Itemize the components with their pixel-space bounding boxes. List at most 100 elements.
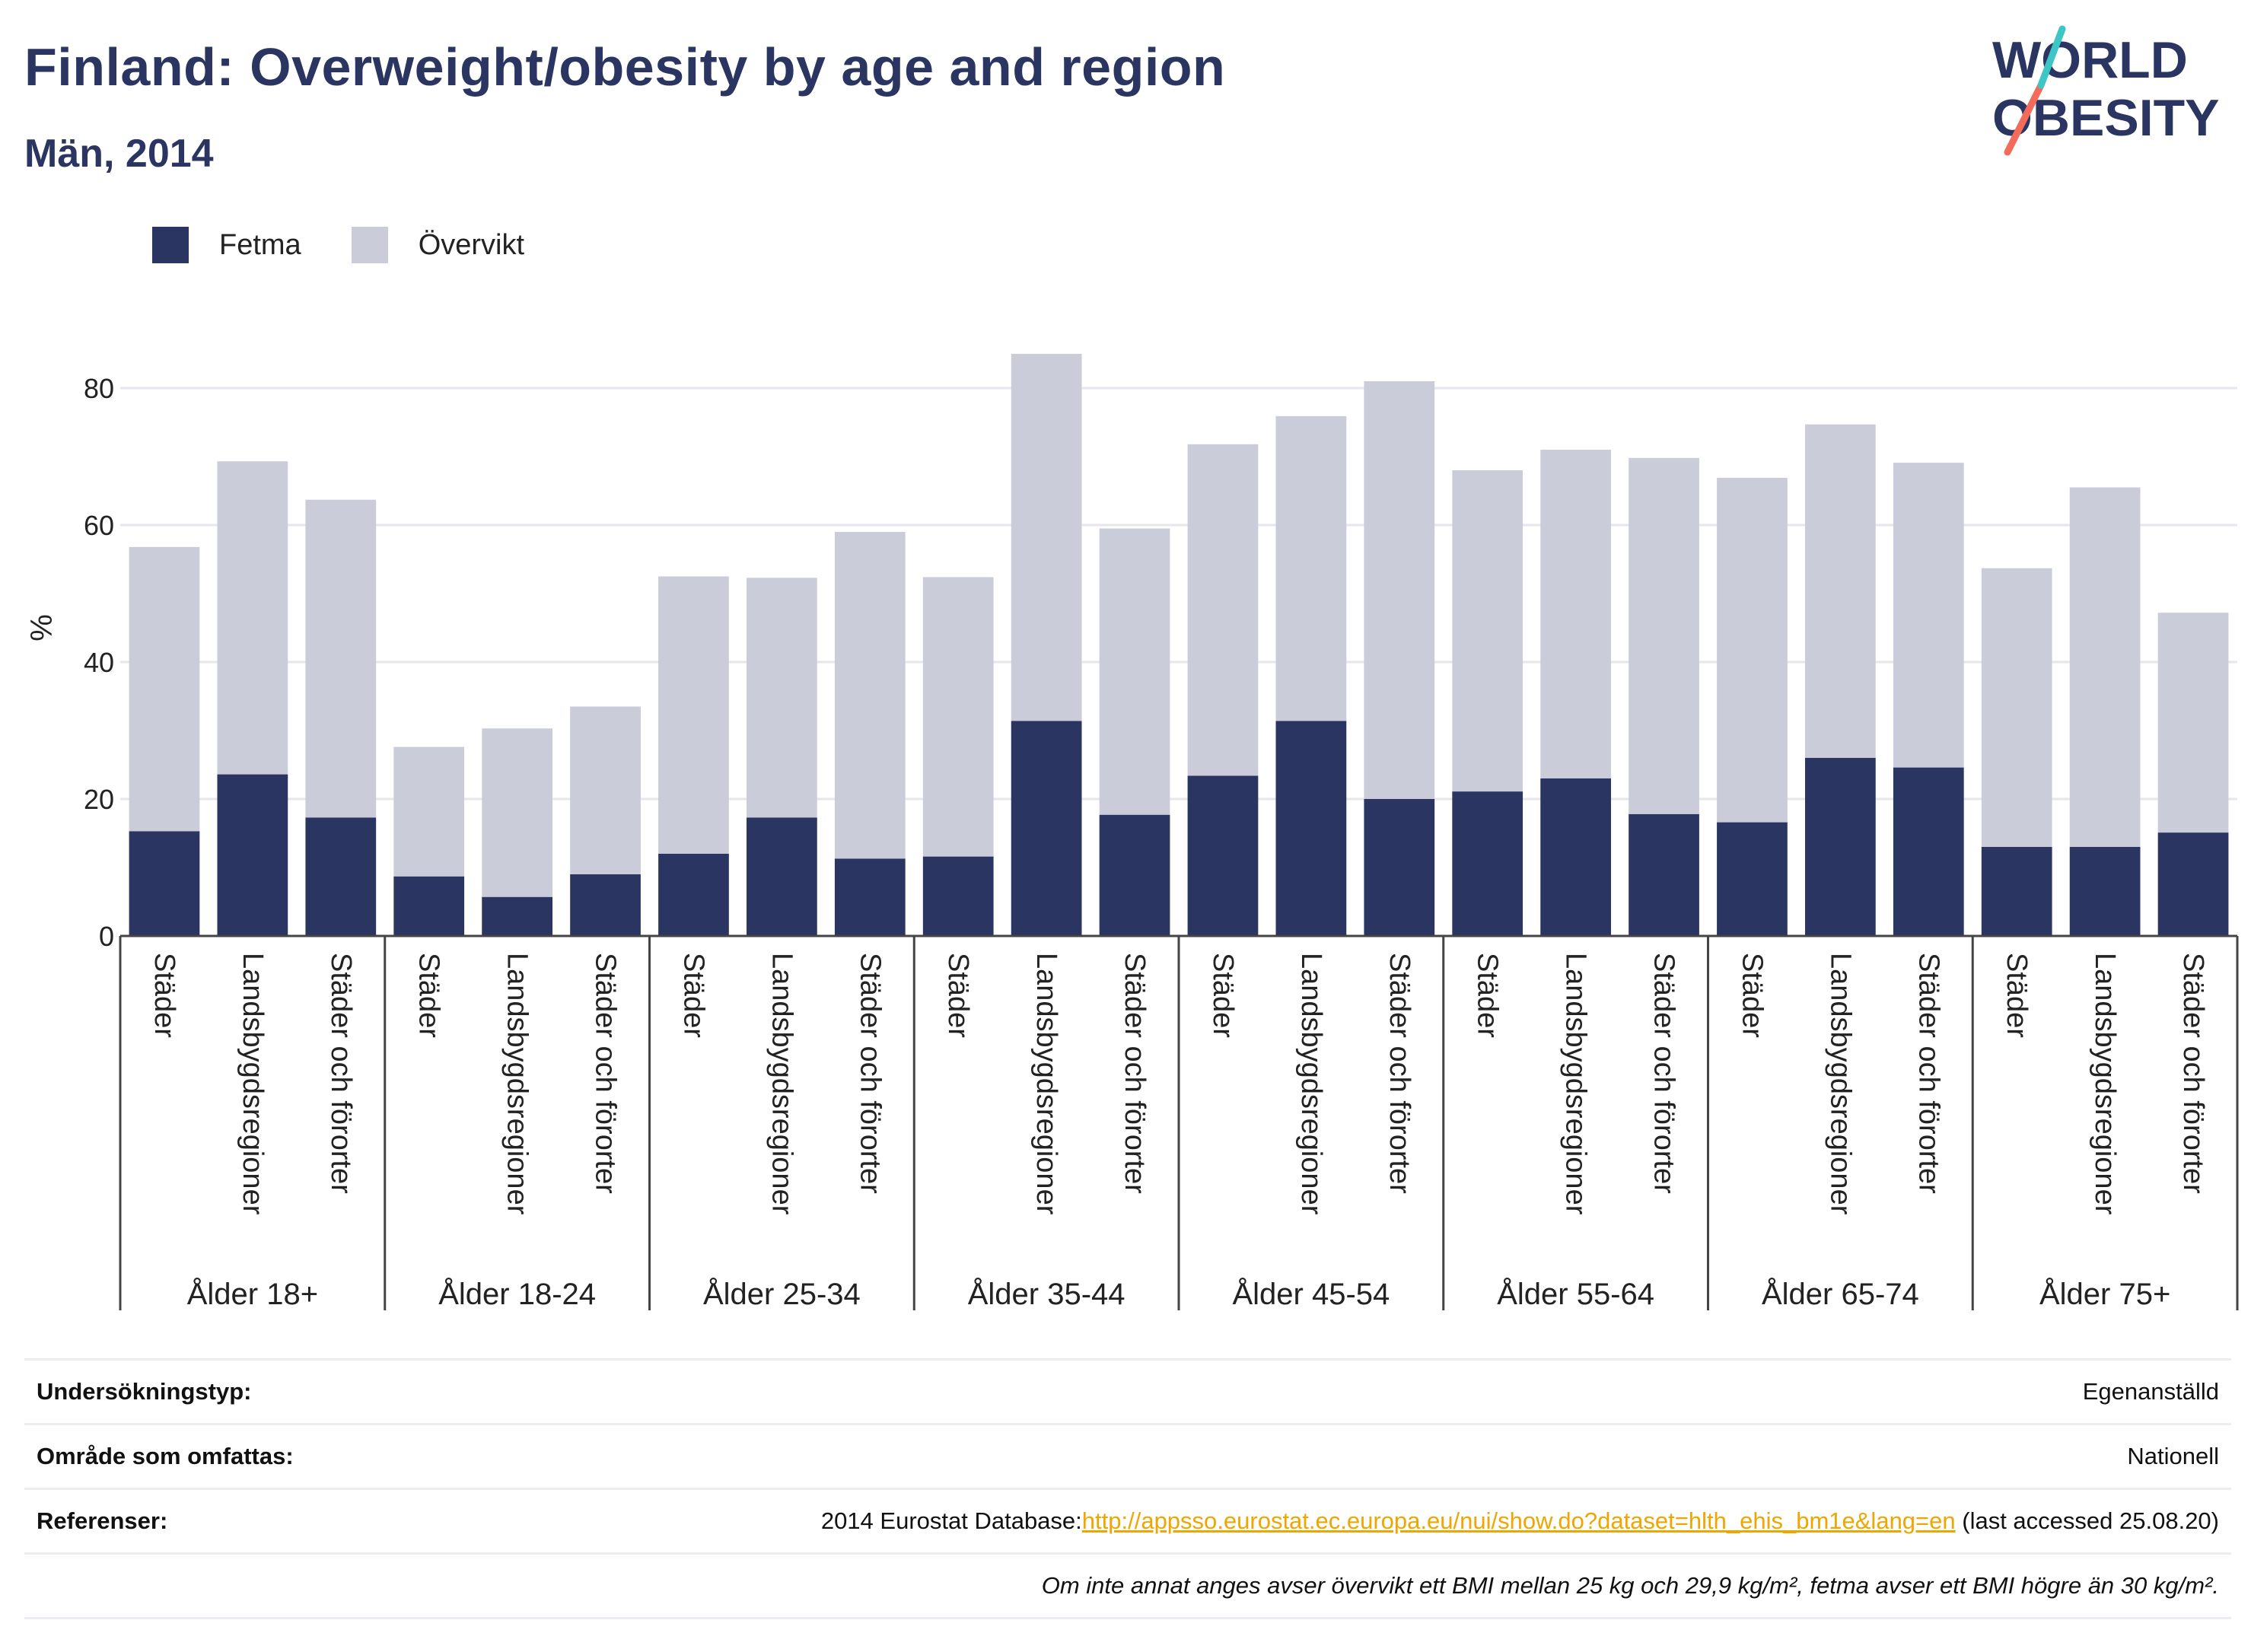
info-row-survey-type: Undersökningstyp: Egenanställd	[24, 1358, 2231, 1423]
y-tick-label: 0	[99, 921, 114, 952]
chart-subtitle: Män, 2014	[24, 132, 214, 176]
info-row-note: Om inte annat anges avser övervikt ett B…	[24, 1552, 2231, 1619]
x-tick-label: Städer	[413, 953, 445, 1038]
x-tick-label: Landsbygdsregioner	[766, 953, 798, 1215]
y-tick-label: 20	[84, 784, 114, 815]
references-prefix: 2014 Eurostat Database:	[820, 1507, 1082, 1534]
legend-swatch-fetma	[152, 227, 189, 263]
x-tick-label: Städer	[942, 953, 974, 1038]
bar-fetma	[129, 831, 200, 936]
y-tick-label: 80	[84, 373, 114, 404]
legend-label-fetma: Fetma	[219, 228, 301, 261]
x-tick-label: Landsbygdsregioner	[1030, 953, 1062, 1215]
x-tick-label: Städer och förorter	[2177, 953, 2209, 1194]
group-label: Ålder 65-74	[1762, 1277, 1919, 1311]
group-label: Ålder 75+	[2039, 1277, 2170, 1311]
bar-fetma	[1893, 767, 1964, 936]
x-tick-label: Städer	[677, 953, 709, 1038]
legend-label-overvikt: Övervikt	[418, 228, 525, 261]
y-tick-label: 40	[84, 647, 114, 678]
bar-fetma	[1275, 721, 1347, 936]
legend-item-fetma[interactable]: Fetma	[152, 227, 301, 263]
group-label: Ålder 18-24	[438, 1277, 596, 1311]
bar-fetma	[393, 876, 465, 936]
bar-overvikt	[2069, 487, 2141, 847]
bar-fetma	[1364, 799, 1435, 936]
bar-fetma	[1805, 758, 1876, 936]
x-tick-label: Städer	[1207, 953, 1239, 1038]
x-tick-label: Städer	[148, 953, 180, 1038]
x-tick-label: Landsbygdsregioner	[1824, 953, 1856, 1215]
bar-overvikt	[1275, 415, 1347, 721]
bar-overvikt	[393, 746, 465, 877]
info-table: Undersökningstyp: Egenanställd Område so…	[24, 1358, 2231, 1619]
bar-overvikt	[2157, 613, 2229, 833]
bar-fetma	[1717, 822, 1788, 936]
bar-fetma	[1187, 775, 1259, 936]
bar-overvikt	[1805, 424, 1876, 758]
references-suffix: (last accessed 25.08.20)	[1955, 1507, 2219, 1534]
legend-item-overvikt[interactable]: Övervikt	[351, 227, 525, 263]
bar-fetma	[305, 817, 377, 936]
bar-overvikt	[570, 706, 641, 874]
bar-fetma	[922, 856, 994, 936]
bmi-note: Om inte annat anges avser övervikt ett B…	[1041, 1572, 2219, 1599]
bar-fetma	[2157, 832, 2229, 936]
bar-fetma	[747, 817, 817, 936]
logo-accent-upper	[2037, 25, 2066, 89]
world-obesity-logo: WORLD OBESITY	[1992, 25, 2220, 156]
x-tick-label: Landsbygdsregioner	[1295, 953, 1327, 1215]
references-link[interactable]: http://appsso.eurostat.ec.europa.eu/nui/…	[1081, 1507, 1956, 1534]
bar-overvikt	[1011, 354, 1082, 721]
x-tick-label: Städer och förorter	[1383, 953, 1415, 1194]
bar-overvikt	[305, 499, 377, 818]
bar-fetma	[482, 896, 552, 936]
x-tick-label: Städer och förorter	[1119, 953, 1151, 1194]
x-tick-label: Städer och förorter	[854, 953, 886, 1194]
logo-accent-lower	[2004, 81, 2045, 156]
bar-overvikt	[747, 578, 817, 818]
group-label: Ålder 55-64	[1497, 1277, 1654, 1311]
bar-overvikt	[658, 576, 729, 854]
bar-fetma	[1011, 721, 1082, 936]
x-tick-label: Städer och förorter	[1912, 953, 1944, 1194]
bar-overvikt	[1364, 381, 1435, 799]
x-tick-label: Landsbygdsregioner	[1560, 953, 1592, 1215]
bar-overvikt	[1452, 470, 1523, 792]
references-label: Referenser:	[37, 1507, 168, 1534]
logo-line1: WORLD	[1992, 31, 2188, 89]
coverage-value: Nationell	[2127, 1443, 2219, 1469]
bar-overvikt	[1717, 477, 1788, 823]
bar-fetma	[1629, 813, 1699, 936]
bar-overvikt	[1893, 463, 1964, 768]
bar-fetma	[1099, 814, 1170, 936]
stacked-bar-chart: 0 20 40 60 80% Städer Landsbygdsregioner Städer…	[25, 354, 2239, 1311]
x-tick-label: Landsbygdsregioner	[501, 953, 533, 1215]
group-label: Ålder 35-44	[968, 1277, 1126, 1311]
bar-fetma	[1540, 778, 1611, 936]
logo-line2: OBESITY	[1992, 89, 2220, 147]
chart-title: Finland: Overweight/obesity by age and r…	[24, 37, 1226, 97]
bar-fetma	[834, 858, 906, 936]
bar-overvikt	[129, 546, 200, 832]
bar-fetma	[570, 874, 641, 936]
x-tick-label: Städer	[1472, 953, 1504, 1038]
references-value: 2014 Eurostat Database:http://appsso.eur…	[821, 1507, 2219, 1535]
group-label: Ålder 45-54	[1232, 1277, 1390, 1311]
x-tick-label: Städer	[1736, 953, 1768, 1038]
bar-fetma	[1981, 847, 2052, 936]
bar-fetma	[1452, 791, 1523, 936]
bar-fetma	[658, 854, 729, 936]
info-row-coverage: Område som omfattas: Nationell	[24, 1423, 2231, 1488]
bar-overvikt	[1540, 450, 1611, 778]
bar-overvikt	[1629, 457, 1699, 814]
bar-fetma	[2069, 847, 2141, 936]
bar-overvikt	[217, 461, 288, 775]
chart-legend: Fetma Övervikt	[152, 227, 575, 263]
survey-type-value: Egenanställd	[2082, 1378, 2219, 1405]
legend-swatch-overvikt	[351, 227, 388, 263]
bar-overvikt	[834, 532, 906, 859]
bar-overvikt	[1187, 444, 1259, 776]
x-tick-label: Landsbygdsregioner	[237, 953, 269, 1215]
group-label: Ålder 25-34	[703, 1277, 861, 1311]
